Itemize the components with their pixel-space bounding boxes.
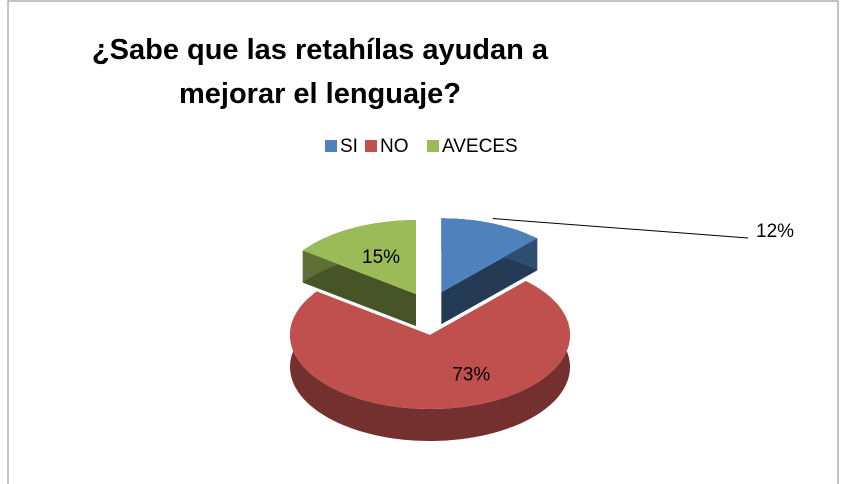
leader-line	[492, 218, 749, 239]
legend-swatch	[325, 140, 337, 152]
legend-label: SI	[340, 136, 358, 157]
legend-swatch	[365, 140, 377, 152]
slice-wall	[290, 281, 570, 441]
slice-side	[302, 250, 416, 327]
data-label: 15%	[362, 247, 400, 268]
legend-label: NO	[380, 136, 409, 157]
chart-frame	[7, 0, 839, 484]
slice	[441, 218, 538, 293]
legend-swatch	[427, 140, 439, 152]
slice	[302, 220, 416, 295]
slice	[290, 281, 570, 409]
data-label: 73%	[452, 365, 490, 386]
chart-title: ¿Sabe que las retahílas ayudan a mejorar…	[91, 34, 549, 110]
data-label: 12%	[756, 221, 794, 242]
legend-label: AVECES	[442, 136, 518, 157]
